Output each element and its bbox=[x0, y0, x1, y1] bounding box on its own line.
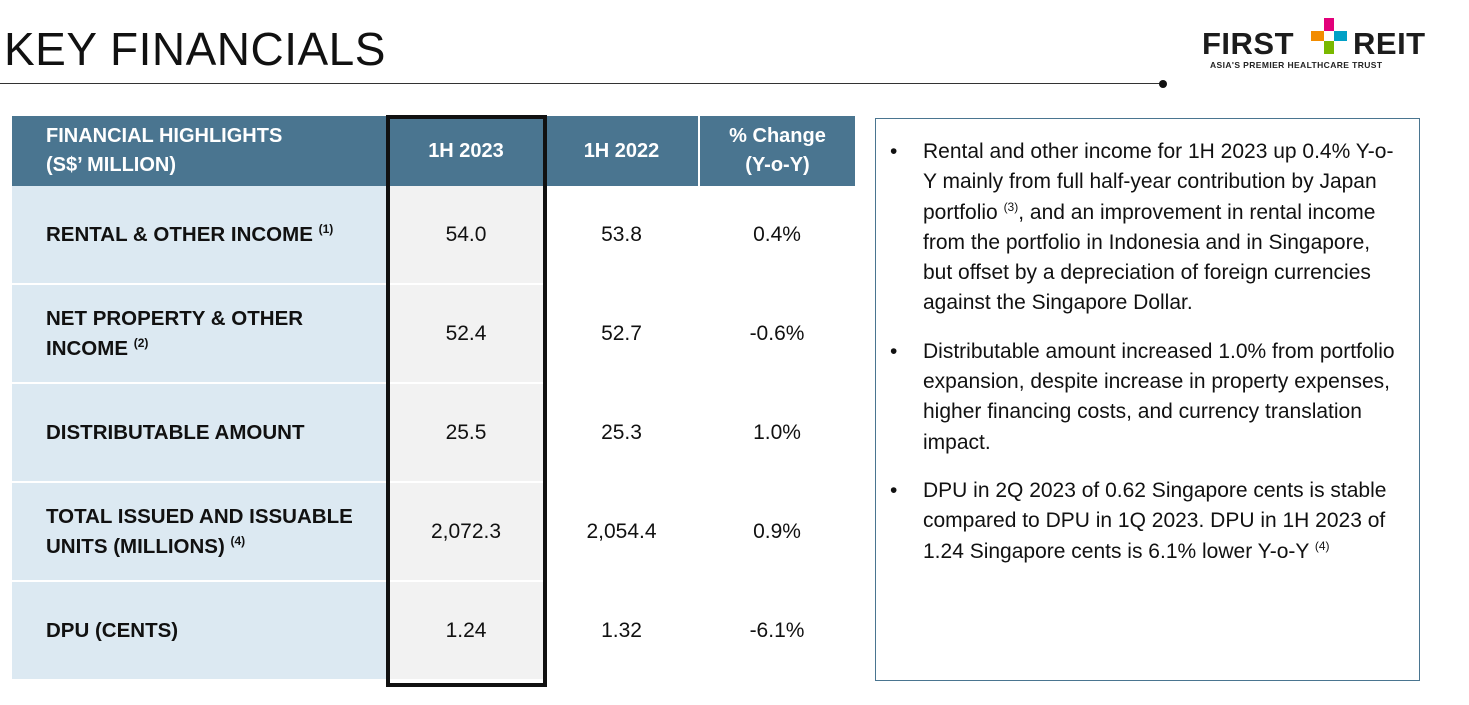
value-pct-change: -0.6% bbox=[699, 284, 855, 384]
title-divider bbox=[0, 83, 1160, 84]
value-1h-2022: 53.8 bbox=[544, 186, 699, 285]
value-pct-change: 1.0% bbox=[699, 383, 855, 483]
commentary-bullet: • Distributable amount increased 1.0% fr… bbox=[890, 337, 1401, 458]
header-financial-highlights: FINANCIAL HIGHLIGHTS (S$’ MILLION) bbox=[12, 116, 389, 186]
bullet-text: Distributable amount increased 1.0% from… bbox=[923, 339, 1395, 454]
row-label-line1: TOTAL ISSUED AND ISSUABLE bbox=[46, 504, 353, 528]
header-pct-change: % Change (Y-o-Y) bbox=[699, 116, 855, 186]
value-1h-2022: 1.32 bbox=[544, 581, 699, 681]
bullet-text-cont: , and an improvement in rental income fr… bbox=[923, 200, 1376, 315]
value-1h-2022: 25.3 bbox=[544, 383, 699, 483]
value-1h-2023: 52.4 bbox=[388, 284, 544, 384]
commentary-bullet: • Rental and other income for 1H 2023 up… bbox=[890, 137, 1401, 319]
value-pct-change: 0.4% bbox=[699, 186, 855, 285]
value-1h-2023: 2,072.3 bbox=[388, 482, 544, 582]
logo-tagline: ASIA'S PREMIER HEALTHCARE TRUST bbox=[1210, 60, 1383, 70]
header-1h-2022: 1H 2022 bbox=[544, 116, 700, 186]
header-change-line2: (Y-o-Y) bbox=[745, 154, 810, 176]
bullet-icon: • bbox=[890, 478, 898, 502]
financial-highlights-table: FINANCIAL HIGHLIGHTS (S$’ MILLION) 1H 20… bbox=[12, 116, 855, 682]
bullet-icon: • bbox=[890, 140, 898, 163]
logo-word-first: FIRST bbox=[1202, 26, 1295, 61]
row-label-line2: UNITS (MILLIONS) bbox=[46, 534, 225, 558]
row-label: NET PROPERTY & OTHER INCOME (2) bbox=[12, 284, 388, 384]
header-title-line1: FINANCIAL HIGHLIGHTS bbox=[46, 125, 283, 147]
footnote-ref: (4) bbox=[1314, 538, 1330, 553]
table-row: DPU (CENTS) 1.24 1.32 -6.1% bbox=[12, 581, 855, 681]
divider-dot bbox=[1159, 80, 1167, 88]
footnote-ref: (2) bbox=[133, 335, 149, 350]
table-row: NET PROPERTY & OTHER INCOME (2) 52.4 52.7 -0… bbox=[12, 284, 855, 384]
value-1h-2022: 2,054.4 bbox=[544, 482, 699, 582]
commentary-bullet: • DPU in 2Q 2023 of 0.62 Singapore cents… bbox=[890, 476, 1401, 567]
commentary-panel: • Rental and other income for 1H 2023 up… bbox=[875, 118, 1420, 681]
header-1h-2023: 1H 2023 bbox=[388, 116, 545, 186]
row-label-line2: INCOME bbox=[46, 336, 128, 360]
table-header-row: FINANCIAL HIGHLIGHTS (S$’ MILLION) 1H 20… bbox=[12, 116, 855, 186]
row-label-line1: NET PROPERTY & OTHER bbox=[46, 306, 304, 330]
row-label: DPU (CENTS) bbox=[12, 581, 388, 681]
footnote-ref: (4) bbox=[230, 533, 246, 548]
value-1h-2023: 25.5 bbox=[388, 383, 544, 483]
value-1h-2023: 1.24 bbox=[388, 581, 544, 681]
value-1h-2023: 54.0 bbox=[388, 186, 544, 285]
bullet-icon: • bbox=[890, 339, 898, 363]
table-row: RENTAL & OTHER INCOME (1) 54.0 53.8 0.4% bbox=[12, 186, 855, 285]
header-change-line1: % Change bbox=[729, 125, 826, 147]
row-label: TOTAL ISSUED AND ISSUABLE UNITS (MILLIONS… bbox=[12, 482, 388, 582]
page-title: KEY FINANCIALS bbox=[4, 23, 386, 75]
bullet-text: Rental and other income for 1H 2023 up 0… bbox=[923, 140, 1394, 224]
first-reit-logo: FIRST REIT ASIA'S PREMIER HEALTHCARE TRU… bbox=[1200, 18, 1438, 74]
table-row: TOTAL ISSUED AND ISSUABLE UNITS (MILLIONS… bbox=[12, 482, 855, 582]
table-row: DISTRIBUTABLE AMOUNT 25.5 25.3 1.0% bbox=[12, 383, 855, 483]
bullet-text: DPU in 2Q 2023 of 0.62 Singapore cents i… bbox=[923, 478, 1387, 563]
row-label-line1: RENTAL & OTHER INCOME bbox=[46, 222, 313, 246]
row-label-line1: DPU (CENTS) bbox=[46, 618, 179, 642]
logo-word-reit: REIT bbox=[1353, 26, 1426, 61]
row-label: DISTRIBUTABLE AMOUNT bbox=[12, 383, 388, 483]
header-title-line2: (S$’ MILLION) bbox=[46, 154, 176, 176]
footnote-ref: (1) bbox=[318, 221, 334, 236]
value-1h-2022: 52.7 bbox=[544, 284, 699, 384]
row-label-line1: DISTRIBUTABLE AMOUNT bbox=[46, 420, 305, 444]
value-pct-change: -6.1% bbox=[699, 581, 855, 681]
logo-cross-icon bbox=[1311, 18, 1347, 54]
row-label: RENTAL & OTHER INCOME (1) bbox=[12, 186, 388, 285]
value-pct-change: 0.9% bbox=[699, 482, 855, 582]
footnote-ref: (3) bbox=[1003, 199, 1019, 214]
